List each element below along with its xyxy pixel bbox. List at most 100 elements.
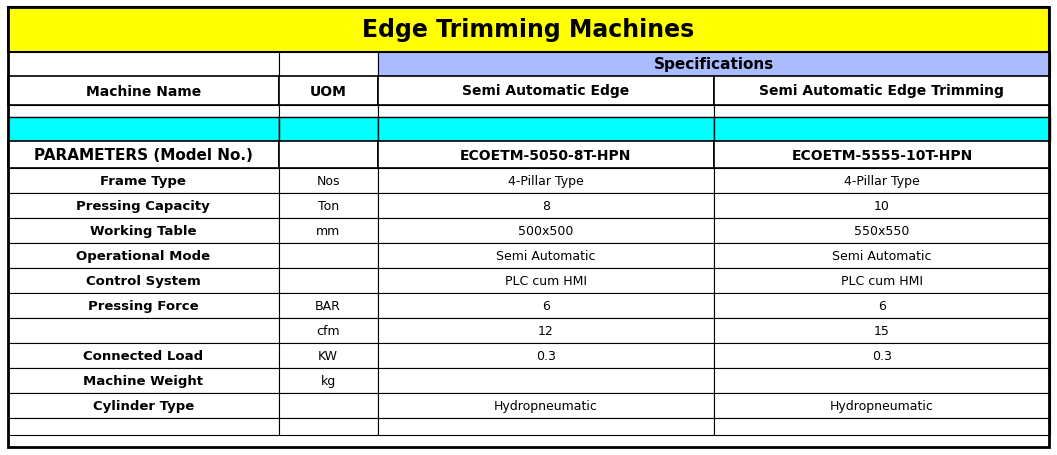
- Text: Edge Trimming Machines: Edge Trimming Machines: [363, 19, 694, 42]
- Bar: [279, 318, 377, 343]
- Text: Hydropneumatic: Hydropneumatic: [830, 399, 933, 412]
- Text: kg: kg: [320, 374, 336, 387]
- Bar: [377, 318, 713, 343]
- Bar: [279, 193, 377, 218]
- Text: PLC cum HMI: PLC cum HMI: [841, 274, 923, 288]
- Bar: [8, 193, 279, 218]
- Bar: [377, 418, 713, 435]
- Bar: [279, 293, 377, 318]
- Text: Specifications: Specifications: [653, 57, 774, 72]
- Bar: [8, 418, 279, 435]
- Bar: [713, 393, 1050, 418]
- Text: PARAMETERS (Model No.): PARAMETERS (Model No.): [34, 148, 253, 162]
- Text: KW: KW: [318, 349, 338, 362]
- Text: 6: 6: [878, 299, 886, 312]
- Text: Ton: Ton: [317, 200, 338, 212]
- Text: ECOETM-5555-10T-HPN: ECOETM-5555-10T-HPN: [792, 148, 972, 162]
- Bar: [377, 218, 713, 243]
- Text: Pressing Capacity: Pressing Capacity: [76, 200, 210, 212]
- Bar: [8, 8, 1049, 53]
- Bar: [8, 142, 279, 169]
- Text: Machine Name: Machine Name: [86, 84, 201, 98]
- Bar: [377, 343, 713, 368]
- Bar: [713, 142, 1050, 169]
- Text: BAR: BAR: [315, 299, 341, 312]
- Bar: [377, 243, 713, 268]
- Text: Semi Automatic Edge Trimming: Semi Automatic Edge Trimming: [760, 84, 1004, 98]
- Bar: [713, 343, 1050, 368]
- Bar: [713, 169, 1050, 193]
- Bar: [377, 142, 713, 169]
- Bar: [377, 268, 713, 293]
- Text: PLC cum HMI: PLC cum HMI: [504, 274, 587, 288]
- Bar: [279, 368, 377, 393]
- Bar: [8, 169, 279, 193]
- Text: 550x550: 550x550: [854, 224, 910, 238]
- Bar: [279, 53, 377, 77]
- Bar: [279, 218, 377, 243]
- Text: 0.3: 0.3: [536, 349, 556, 362]
- Bar: [713, 243, 1050, 268]
- Text: Machine Weight: Machine Weight: [84, 374, 203, 387]
- Bar: [8, 106, 279, 118]
- Text: Hydropneumatic: Hydropneumatic: [494, 399, 597, 412]
- Bar: [8, 118, 279, 142]
- Bar: [713, 106, 1050, 118]
- Bar: [377, 169, 713, 193]
- Bar: [279, 142, 377, 169]
- Bar: [713, 268, 1050, 293]
- Bar: [279, 418, 377, 435]
- Bar: [279, 393, 377, 418]
- Bar: [8, 343, 279, 368]
- Text: Connected Load: Connected Load: [84, 349, 203, 362]
- Bar: [279, 106, 377, 118]
- Bar: [279, 118, 377, 142]
- Text: Frame Type: Frame Type: [100, 175, 186, 187]
- Bar: [8, 318, 279, 343]
- Bar: [713, 368, 1050, 393]
- Bar: [8, 218, 279, 243]
- Bar: [713, 118, 1050, 142]
- Bar: [8, 53, 279, 77]
- Text: 8: 8: [541, 200, 550, 212]
- Bar: [279, 169, 377, 193]
- Bar: [377, 118, 713, 142]
- Bar: [713, 218, 1050, 243]
- Text: Working Table: Working Table: [90, 224, 197, 238]
- Text: 10: 10: [874, 200, 890, 212]
- Bar: [8, 393, 279, 418]
- Text: Pressing Force: Pressing Force: [88, 299, 199, 312]
- Text: Semi Automatic: Semi Automatic: [496, 249, 595, 263]
- Bar: [713, 418, 1050, 435]
- Text: 0.3: 0.3: [872, 349, 892, 362]
- Bar: [377, 77, 713, 106]
- Text: mm: mm: [316, 224, 340, 238]
- Text: 15: 15: [874, 324, 890, 337]
- Bar: [377, 293, 713, 318]
- Text: 12: 12: [538, 324, 554, 337]
- Bar: [713, 293, 1050, 318]
- Text: Control System: Control System: [86, 274, 201, 288]
- Text: 4-Pillar Type: 4-Pillar Type: [845, 175, 920, 187]
- Text: 6: 6: [542, 299, 550, 312]
- Bar: [377, 368, 713, 393]
- Bar: [279, 77, 377, 106]
- Bar: [713, 193, 1050, 218]
- Bar: [377, 106, 713, 118]
- Bar: [8, 77, 279, 106]
- Bar: [8, 243, 279, 268]
- Bar: [8, 368, 279, 393]
- Bar: [279, 343, 377, 368]
- Bar: [377, 393, 713, 418]
- Bar: [279, 243, 377, 268]
- Text: 4-Pillar Type: 4-Pillar Type: [507, 175, 583, 187]
- Text: Operational Mode: Operational Mode: [76, 249, 210, 263]
- Bar: [377, 193, 713, 218]
- Bar: [8, 293, 279, 318]
- Text: cfm: cfm: [316, 324, 340, 337]
- Text: UOM: UOM: [310, 84, 347, 98]
- Bar: [713, 318, 1050, 343]
- Text: Semi Automatic: Semi Automatic: [832, 249, 931, 263]
- Bar: [8, 268, 279, 293]
- Bar: [713, 77, 1050, 106]
